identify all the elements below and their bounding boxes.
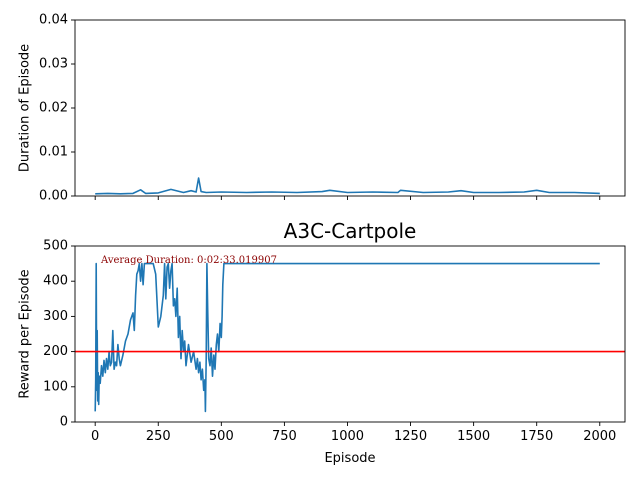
duration-ticks: 0.00 0.01 0.02 0.03 0.04 [39, 13, 601, 204]
reward-y-tick-label: 400 [43, 274, 68, 289]
duration-y-tick-label: 0.03 [39, 57, 68, 72]
reward-x-tick-label: 2000 [583, 429, 616, 444]
reward-x-tick-label: 1750 [520, 429, 553, 444]
duration-y-tick-label: 0.00 [39, 189, 68, 204]
reward-x-tick-label: 250 [146, 429, 171, 444]
duration-line [95, 177, 600, 195]
reward-y-tick-label: 100 [43, 379, 68, 394]
reward-x-tick-label: 750 [272, 429, 297, 444]
reward-subplot: A3C-Cartpole 0 250 500 750 1000 1250 1500 1750 2… [18, 219, 626, 466]
reward-line [94, 262, 600, 413]
reward-axes-frame [74, 245, 626, 423]
duration-subplot: 0.00 0.01 0.02 0.03 0.04 Duration of Episode [18, 13, 626, 204]
reward-y-axis-label: Reward per Episode [18, 269, 33, 398]
duration-y-tick-label: 0.02 [39, 101, 68, 116]
reward-series [94, 262, 600, 413]
average-duration-annotation: Average Duration: 0:02:33.019907 [100, 255, 277, 266]
duration-series [95, 177, 600, 195]
duration-y-tick-label: 0.04 [39, 13, 68, 28]
reward-x-tick-label: 1000 [331, 429, 364, 444]
reward-y-tick-label: 300 [43, 309, 68, 324]
reward-x-tick-label: 500 [209, 429, 234, 444]
reward-y-tick-label: 500 [43, 239, 68, 254]
chart-title: A3C-Cartpole [284, 219, 417, 243]
reward-x-tick-label: 1250 [394, 429, 427, 444]
duration-y-axis-label: Duration of Episode [18, 44, 33, 172]
reward-y-tick-label: 200 [43, 344, 68, 359]
reward-x-tick-label: 1500 [457, 429, 490, 444]
x-axis-label: Episode [324, 451, 375, 466]
reward-ticks: 0 250 500 750 1000 1250 1500 1750 2000 0 100 200 300… [43, 239, 616, 445]
reward-x-tick-label: 0 [91, 429, 99, 444]
duration-axes-frame [74, 19, 626, 197]
duration-y-tick-label: 0.01 [39, 145, 68, 160]
reward-y-tick-label: 0 [60, 415, 68, 430]
